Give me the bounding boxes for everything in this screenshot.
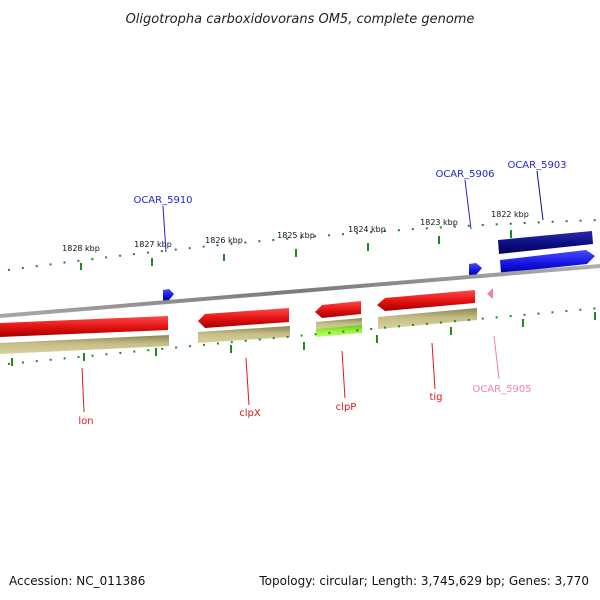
gene-arrow-clpx[interactable] [198, 308, 289, 328]
gene-label-lon: lon [78, 416, 93, 427]
kbp-label: 1828 kbp [62, 244, 100, 253]
gene-arrow-ocar-5905[interactable] [487, 288, 493, 299]
map-title: Oligotropha carboxidovorans OM5, complet… [126, 12, 475, 27]
kbp-tick-dots [7, 219, 600, 271]
cds-block-lon[interactable] [0, 335, 169, 354]
gene-arrow-clpp[interactable] [315, 301, 361, 318]
genome-backbone [0, 264, 600, 318]
gene-arrow-lon[interactable] [0, 316, 168, 337]
gene-arrow-ocar-5906[interactable] [469, 263, 482, 276]
leader-lines [81, 170, 544, 413]
bottom-tick-row [7, 307, 600, 366]
cds-block-clpx[interactable] [198, 326, 290, 343]
gene-arrow-ocar-5903[interactable] [500, 250, 595, 273]
gene-label-tig: tig [429, 392, 442, 403]
kbp-label: 1822 kbp [491, 210, 529, 219]
kbp-label: 1826 kbp [205, 236, 243, 245]
gene-arrow-ocar-5910[interactable] [163, 289, 174, 301]
gene-label-clpx: clpX [239, 408, 261, 419]
kbp-tick-row: 1828 kbp 1827 kbp 1826 kbp 1825 kbp 1824… [7, 210, 600, 271]
cds-block-clpp-green[interactable] [316, 325, 362, 337]
gene-labels: OCAR_5910 OCAR_5906 OCAR_5903 lon clpX c… [78, 160, 566, 427]
gene-arrow-tig[interactable] [377, 290, 475, 311]
gene-label-ocar-5910: OCAR_5910 [133, 195, 192, 206]
cds-track [0, 308, 477, 354]
genome-summary-text: Topology: circular; Length: 3,745,629 bp… [259, 574, 589, 588]
gene-label-clpp: clpP [336, 402, 357, 413]
gene-arrow-ocar-5903-strip[interactable] [498, 231, 593, 254]
kbp-major-ticks [80, 230, 512, 270]
kbp-label: 1825 kbp [277, 231, 315, 240]
kbp-label: 1824 kbp [348, 225, 386, 234]
reverse-strand-genes [0, 288, 493, 337]
kbp-label: 1823 kbp [420, 218, 458, 227]
bottom-major-ticks [11, 312, 596, 366]
gene-label-ocar-5905: OCAR_5905 [472, 384, 531, 395]
bottom-tick-dots [7, 307, 600, 365]
gene-label-ocar-5903: OCAR_5903 [507, 160, 566, 171]
cds-block-tig[interactable] [378, 308, 477, 329]
gene-label-ocar-5906: OCAR_5906 [435, 169, 494, 180]
forward-strand-genes [163, 231, 595, 301]
accession-text: Accession: NC_011386 [9, 574, 146, 588]
kbp-label: 1827 kbp [134, 240, 172, 249]
